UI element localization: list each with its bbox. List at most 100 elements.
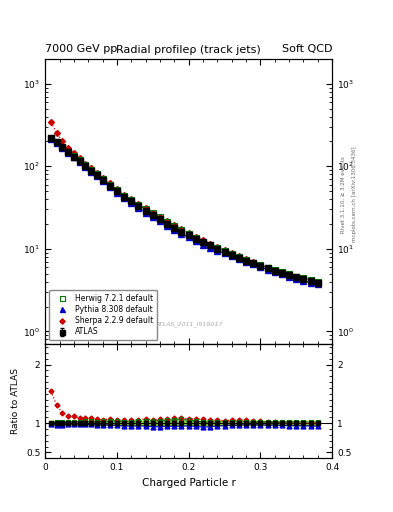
Sherpa 2.2.9 default	[265, 265, 270, 271]
Line: Pythia 8.308 default: Pythia 8.308 default	[48, 136, 321, 287]
Herwig 7.2.1 default	[279, 269, 284, 275]
Herwig 7.2.1 default	[172, 223, 176, 229]
Sherpa 2.2.9 default	[94, 170, 99, 176]
Line: Herwig 7.2.1 default: Herwig 7.2.1 default	[48, 135, 321, 285]
Sherpa 2.2.9 default	[122, 192, 127, 198]
Sherpa 2.2.9 default	[66, 145, 70, 152]
Pythia 8.308 default	[222, 250, 227, 257]
Pythia 8.308 default	[193, 238, 198, 244]
Sherpa 2.2.9 default	[279, 270, 284, 276]
Pythia 8.308 default	[158, 218, 162, 224]
Pythia 8.308 default	[77, 159, 82, 165]
Sherpa 2.2.9 default	[60, 138, 65, 144]
Pythia 8.308 default	[143, 209, 148, 216]
Herwig 7.2.1 default	[215, 245, 220, 251]
Pythia 8.308 default	[258, 264, 263, 270]
Pythia 8.308 default	[89, 168, 94, 175]
Herwig 7.2.1 default	[89, 166, 94, 173]
Sherpa 2.2.9 default	[315, 280, 320, 286]
Herwig 7.2.1 default	[272, 267, 277, 273]
X-axis label: Charged Particle r: Charged Particle r	[142, 478, 235, 487]
Herwig 7.2.1 default	[186, 231, 191, 237]
Pythia 8.308 default	[208, 245, 213, 251]
Herwig 7.2.1 default	[115, 187, 119, 193]
Herwig 7.2.1 default	[200, 239, 205, 245]
Text: Soft QCD: Soft QCD	[282, 44, 332, 54]
Herwig 7.2.1 default	[315, 279, 320, 285]
Sherpa 2.2.9 default	[186, 230, 191, 236]
Herwig 7.2.1 default	[72, 153, 76, 159]
Herwig 7.2.1 default	[151, 210, 155, 216]
Pythia 8.308 default	[54, 140, 59, 146]
Sherpa 2.2.9 default	[165, 218, 169, 224]
Herwig 7.2.1 default	[265, 265, 270, 271]
Herwig 7.2.1 default	[294, 273, 299, 280]
Herwig 7.2.1 default	[179, 227, 184, 233]
Herwig 7.2.1 default	[66, 148, 70, 155]
Herwig 7.2.1 default	[237, 254, 241, 260]
Legend: Herwig 7.2.1 default, Pythia 8.308 default, Sherpa 2.2.9 default, ATLAS: Herwig 7.2.1 default, Pythia 8.308 defau…	[49, 290, 157, 340]
Pythia 8.308 default	[272, 269, 277, 275]
Pythia 8.308 default	[151, 214, 155, 220]
Pythia 8.308 default	[107, 184, 112, 190]
Herwig 7.2.1 default	[158, 215, 162, 221]
Herwig 7.2.1 default	[107, 182, 112, 188]
Pythia 8.308 default	[165, 223, 169, 229]
Sherpa 2.2.9 default	[89, 165, 94, 171]
Sherpa 2.2.9 default	[222, 247, 227, 253]
Herwig 7.2.1 default	[60, 144, 65, 150]
Herwig 7.2.1 default	[94, 171, 99, 177]
Herwig 7.2.1 default	[77, 157, 82, 163]
Pythia 8.308 default	[172, 227, 176, 233]
Pythia 8.308 default	[100, 178, 105, 184]
Sherpa 2.2.9 default	[200, 237, 205, 243]
Pythia 8.308 default	[49, 136, 53, 142]
Sherpa 2.2.9 default	[129, 196, 134, 202]
Line: Sherpa 2.2.9 default: Sherpa 2.2.9 default	[49, 120, 320, 285]
Herwig 7.2.1 default	[287, 271, 292, 278]
Herwig 7.2.1 default	[308, 277, 313, 283]
Sherpa 2.2.9 default	[77, 155, 82, 161]
Sherpa 2.2.9 default	[308, 278, 313, 284]
Sherpa 2.2.9 default	[179, 226, 184, 232]
Pythia 8.308 default	[179, 231, 184, 237]
Text: mcplots.cern.ch [arXiv:1306.3436]: mcplots.cern.ch [arXiv:1306.3436]	[352, 147, 357, 242]
Pythia 8.308 default	[60, 145, 65, 151]
Pythia 8.308 default	[251, 261, 255, 267]
Pythia 8.308 default	[237, 256, 241, 262]
Title: Radial profileρ (track jets): Radial profileρ (track jets)	[116, 46, 261, 55]
Pythia 8.308 default	[83, 164, 88, 170]
Herwig 7.2.1 default	[122, 193, 127, 199]
Pythia 8.308 default	[315, 282, 320, 288]
Text: Rivet 3.1.10, ≥ 3.2M events: Rivet 3.1.10, ≥ 3.2M events	[341, 156, 346, 233]
Herwig 7.2.1 default	[83, 162, 88, 168]
Herwig 7.2.1 default	[193, 235, 198, 241]
Sherpa 2.2.9 default	[230, 250, 234, 256]
Herwig 7.2.1 default	[222, 248, 227, 254]
Herwig 7.2.1 default	[136, 202, 141, 208]
Herwig 7.2.1 default	[49, 135, 53, 141]
Y-axis label: Ratio to ATLAS: Ratio to ATLAS	[11, 368, 20, 434]
Sherpa 2.2.9 default	[151, 209, 155, 216]
Sherpa 2.2.9 default	[72, 150, 76, 156]
Sherpa 2.2.9 default	[258, 262, 263, 268]
Sherpa 2.2.9 default	[251, 259, 255, 265]
Pythia 8.308 default	[308, 280, 313, 286]
Text: 7000 GeV pp: 7000 GeV pp	[45, 44, 118, 54]
Herwig 7.2.1 default	[208, 242, 213, 248]
Herwig 7.2.1 default	[301, 275, 306, 281]
Sherpa 2.2.9 default	[49, 119, 53, 125]
Pythia 8.308 default	[66, 150, 70, 156]
Sherpa 2.2.9 default	[115, 186, 119, 192]
Herwig 7.2.1 default	[100, 176, 105, 182]
Pythia 8.308 default	[215, 248, 220, 254]
Pythia 8.308 default	[244, 259, 248, 265]
Sherpa 2.2.9 default	[143, 205, 148, 211]
Sherpa 2.2.9 default	[294, 274, 299, 281]
Sherpa 2.2.9 default	[158, 214, 162, 220]
Herwig 7.2.1 default	[244, 257, 248, 263]
Pythia 8.308 default	[265, 267, 270, 273]
Herwig 7.2.1 default	[165, 219, 169, 225]
Pythia 8.308 default	[230, 253, 234, 259]
Sherpa 2.2.9 default	[244, 255, 248, 262]
